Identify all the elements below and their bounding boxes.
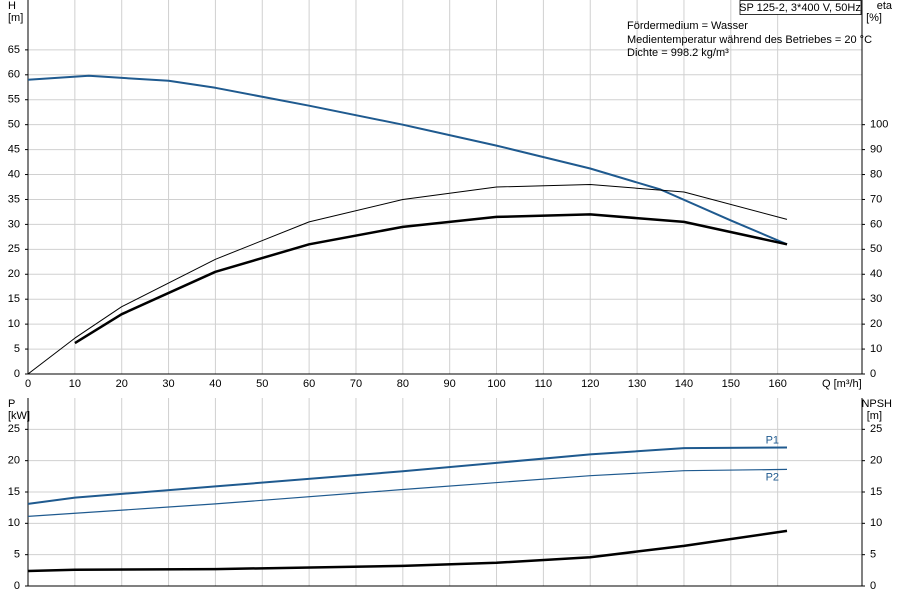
- y-axis-unit: [kW]: [8, 410, 30, 422]
- y2-tick-label: 25: [870, 423, 882, 435]
- x-tick-label: 0: [25, 378, 31, 390]
- y-axis-label: H: [8, 0, 16, 12]
- x-tick-label: 40: [209, 378, 221, 390]
- y2-tick-label: 20: [870, 455, 882, 467]
- y-tick-label: 35: [8, 193, 20, 205]
- y2-axis-label: eta: [877, 0, 893, 12]
- y2-tick-label: 50: [870, 243, 882, 255]
- y-tick-label: 65: [8, 44, 20, 56]
- y-tick-label: 20: [8, 455, 20, 467]
- y-axis-unit: [m]: [8, 12, 23, 24]
- y-tick-label: 25: [8, 243, 20, 255]
- x-tick-label: 70: [350, 378, 362, 390]
- y2-tick-label: 60: [870, 218, 882, 230]
- y-tick-label: 5: [14, 343, 20, 355]
- y2-tick-label: 5: [870, 549, 876, 561]
- x-tick-label: 120: [581, 378, 599, 390]
- x-tick-label: 110: [535, 378, 553, 390]
- chart-title: SP 125-2, 3*400 V, 50Hz: [739, 2, 861, 14]
- x-tick-label: 160: [768, 378, 786, 390]
- y-tick-label: 50: [8, 119, 20, 131]
- y-tick-label: 25: [8, 423, 20, 435]
- y2-tick-label: 80: [870, 168, 882, 180]
- x-tick-label: 20: [116, 378, 128, 390]
- x-tick-label: 30: [162, 378, 174, 390]
- y-tick-label: 20: [8, 268, 20, 280]
- series-line: [27, 184, 788, 375]
- y-axis-label: P: [8, 398, 15, 410]
- x-tick-label: 80: [397, 378, 409, 390]
- series-label: P2: [766, 471, 779, 483]
- y2-tick-label: 90: [870, 144, 882, 156]
- x-tick-label: 90: [444, 378, 456, 390]
- series-line: [27, 74, 788, 246]
- y-tick-label: 15: [8, 486, 20, 498]
- y2-tick-label: 40: [870, 268, 882, 280]
- y-tick-label: 15: [8, 293, 20, 305]
- y2-tick-label: 20: [870, 318, 882, 330]
- x-tick-label: 130: [628, 378, 646, 390]
- y2-tick-label: 0: [870, 368, 876, 380]
- y2-axis-label: NPSH: [861, 398, 892, 410]
- y2-tick-label: 100: [870, 119, 888, 131]
- y2-tick-label: 15: [870, 486, 882, 498]
- y2-tick-label: 10: [870, 343, 882, 355]
- y-tick-label: 30: [8, 218, 20, 230]
- x-axis-label: Q [m³/h]: [822, 378, 862, 390]
- y2-tick-label: 70: [870, 193, 882, 205]
- y-tick-label: 40: [8, 168, 20, 180]
- y2-tick-label: 30: [870, 293, 882, 305]
- y2-axis-unit: [%]: [866, 12, 882, 24]
- y-tick-label: 10: [8, 517, 20, 529]
- y2-tick-label: 0: [870, 580, 876, 592]
- y-tick-label: 5: [14, 549, 20, 561]
- title-box: [739, 0, 862, 15]
- series-label: P1: [766, 434, 779, 446]
- annotation: Fördermedium = Wasser: [627, 20, 748, 32]
- y-tick-label: 45: [8, 144, 20, 156]
- y-tick-label: 0: [14, 368, 20, 380]
- x-tick-label: 10: [69, 378, 81, 390]
- y-tick-label: 0: [14, 580, 20, 592]
- x-tick-label: 50: [256, 378, 268, 390]
- y-tick-label: 60: [8, 69, 20, 81]
- series-line: [74, 213, 788, 345]
- y-tick-label: 10: [8, 318, 20, 330]
- y2-tick-label: 10: [870, 517, 882, 529]
- series-line: [27, 529, 788, 573]
- x-tick-label: 60: [303, 378, 315, 390]
- y2-axis-unit: [m]: [867, 410, 882, 422]
- series-line: [27, 468, 788, 517]
- y-tick-label: 55: [8, 94, 20, 106]
- annotation: Medientemperatur während des Betriebes =…: [627, 34, 872, 46]
- x-tick-label: 100: [487, 378, 505, 390]
- annotation: Dichte = 998.2 kg/m³: [627, 47, 729, 59]
- x-tick-label: 150: [722, 378, 740, 390]
- series-line: [27, 446, 788, 505]
- x-tick-label: 140: [675, 378, 693, 390]
